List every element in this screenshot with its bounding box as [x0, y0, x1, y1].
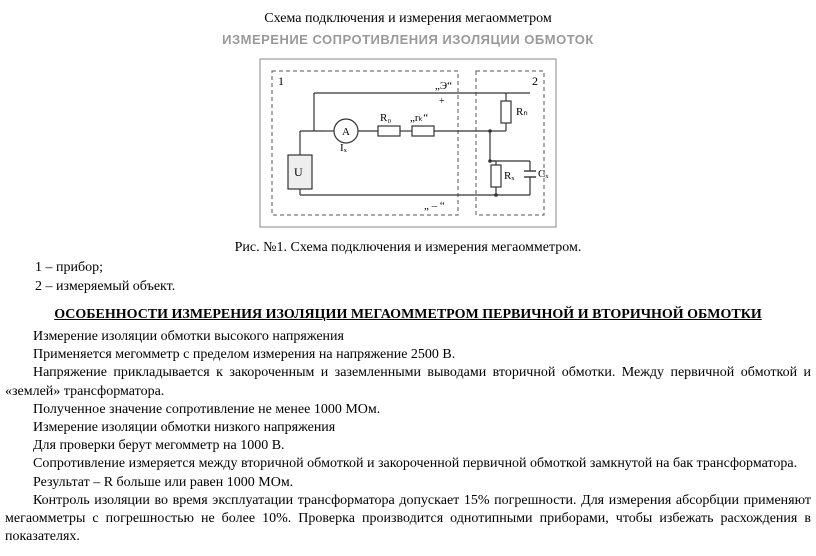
label-u: U	[294, 165, 303, 179]
paragraph: Напряжение прикладывается к закороченным…	[5, 364, 811, 400]
label-minus: „ – “	[424, 200, 445, 212]
label-a: A	[342, 126, 350, 138]
legend-item-2: 2 – измеряемый объект.	[35, 278, 811, 296]
paragraph: Полученное значение сопротивление не мен…	[5, 401, 811, 419]
label-cx: Cₓ	[538, 168, 549, 180]
paragraph: Измерение изоляции обмотки высокого напр…	[5, 328, 811, 346]
label-e: „Э“	[435, 80, 452, 92]
legend-item-1: 1 – прибор;	[35, 259, 811, 277]
legend: 1 – прибор; 2 – измеряемый объект.	[35, 259, 811, 295]
label-rn: Rₙ	[516, 106, 528, 118]
label-ix: Iₓ	[340, 142, 348, 154]
figure-caption: Рис. №1. Схема подключения и измерения м…	[5, 239, 811, 257]
paragraph: Сопротивление измеряется между вторичной…	[5, 455, 811, 473]
subtitle: ИЗМЕРЕНИЕ СОПРОТИВЛЕНИЯ ИЗОЛЯЦИИ ОБМОТОК	[5, 32, 811, 49]
paragraph: Применяется мегомметр с пределом измерен…	[5, 346, 811, 364]
label-1: 1	[278, 74, 284, 88]
section-heading: ОСОБЕННОСТИ ИЗМЕРЕНИЯ ИЗОЛЯЦИИ МЕГАОММЕТ…	[5, 306, 811, 324]
label-2: 2	[532, 74, 538, 88]
main-title: Схема подключения и измерения мегаомметр…	[5, 10, 811, 28]
circuit-diagram: 1 2 „Э“ + U A Iₓ R₀ „rₖ“ Rₙ Rₓ	[5, 57, 811, 235]
label-plus: +	[439, 96, 445, 107]
paragraph: Контроль изоляции во время эксплуатации …	[5, 492, 811, 547]
paragraph: Измерение изоляции обмотки низкого напря…	[5, 419, 811, 437]
paragraph: Для проверки берут мегомметр на 1000 В.	[5, 437, 811, 455]
paragraph: Результат – R больше или равен 1000 МОм.	[5, 474, 811, 492]
body-text: Измерение изоляции обмотки высокого напр…	[5, 328, 811, 546]
label-rx: Rₓ	[504, 170, 515, 182]
label-rk: „rₖ“	[410, 112, 428, 124]
label-r0: R₀	[380, 112, 391, 124]
